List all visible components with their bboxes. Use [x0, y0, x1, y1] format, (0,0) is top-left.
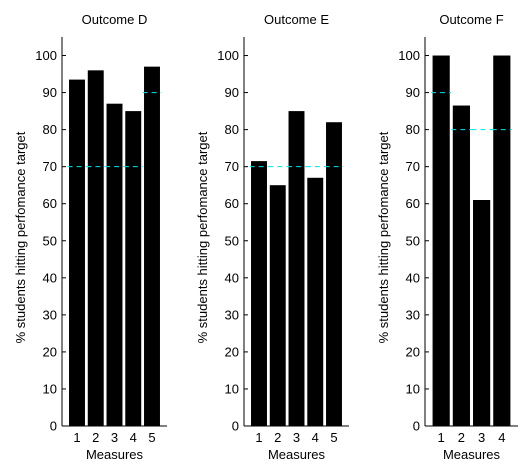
bar-2: [452, 105, 470, 426]
y-tick-label: 50: [406, 233, 420, 248]
y-tick-label: 20: [406, 344, 420, 359]
y-tick-label: 30: [406, 307, 420, 322]
y-tick-label: 100: [217, 48, 239, 63]
y-tick-label: 40: [43, 270, 57, 285]
x-tick-label: 4: [312, 430, 319, 445]
y-tick-label: 90: [43, 85, 57, 100]
bar-1: [251, 161, 267, 427]
y-tick-label: 100: [35, 48, 57, 63]
bar-3: [473, 200, 491, 426]
chart-title: Outcome F: [439, 12, 503, 27]
x-tick-label: 1: [255, 430, 262, 445]
y-tick-label: 10: [225, 381, 239, 396]
x-axis-label: Measures: [86, 447, 144, 462]
chart-title: Outcome E: [264, 12, 329, 27]
bar-4: [125, 111, 142, 426]
bar-2: [269, 185, 286, 426]
y-tick-label: 80: [406, 122, 420, 137]
chart-title: Outcome D: [82, 12, 148, 27]
bar-2: [87, 70, 104, 426]
x-tick-label: 1: [73, 430, 80, 445]
bar-1: [69, 79, 85, 426]
y-tick-label: 10: [406, 381, 420, 396]
y-tick-label: 70: [406, 159, 420, 174]
x-tick-label: 2: [92, 430, 99, 445]
x-axis-label: Measures: [268, 447, 326, 462]
bar-5: [144, 66, 160, 426]
y-tick-label: 70: [43, 159, 57, 174]
y-tick-label: 40: [225, 270, 239, 285]
y-tick-label: 80: [225, 122, 239, 137]
bar-5: [326, 122, 342, 427]
y-tick-label: 20: [43, 344, 57, 359]
y-tick-label: 100: [398, 48, 420, 63]
y-tick-label: 10: [43, 381, 57, 396]
y-tick-label: 60: [406, 196, 420, 211]
y-tick-label: 0: [413, 419, 420, 434]
x-tick-label: 1: [438, 430, 445, 445]
y-tick-label: 0: [232, 419, 239, 434]
chart-panel-3: 0 10 20 30 40 50 60 70 80 90 100 1 2 3 4 Outcome F Measu…: [376, 12, 518, 462]
bar-4: [307, 177, 324, 426]
y-tick-label: 90: [406, 85, 420, 100]
y-tick-label: 60: [43, 196, 57, 211]
y-tick-label: 50: [43, 233, 57, 248]
y-axis-label: % students hitting perfomance target: [195, 131, 210, 343]
x-axis-label: Measures: [443, 447, 501, 462]
y-tick-label: 80: [43, 122, 57, 137]
y-tick-label: 30: [225, 307, 239, 322]
x-tick-label: 3: [293, 430, 300, 445]
y-tick-label: 60: [225, 196, 239, 211]
y-tick-label: 70: [225, 159, 239, 174]
bar-4: [493, 55, 511, 427]
x-tick-label: 4: [498, 430, 505, 445]
x-tick-label: 5: [148, 430, 155, 445]
x-tick-label: 2: [458, 430, 465, 445]
x-tick-label: 2: [274, 430, 281, 445]
x-tick-label: 4: [130, 430, 137, 445]
y-axis-label: % students hitting perfomance target: [13, 131, 28, 343]
y-tick-label: 40: [406, 270, 420, 285]
bar-3: [106, 103, 123, 426]
x-tick-label: 5: [330, 430, 337, 445]
x-tick-label: 3: [111, 430, 118, 445]
chart-panel-1: 0 10 20 30 40 50 60 70 80 90 100 1 2 3 4 5 Outcome D Meas…: [13, 12, 167, 462]
chart-panel-2: 0 10 20 30 40 50 60 70 80 90 100 1 2 3 4 5 Outcome E Meas…: [195, 12, 349, 462]
y-tick-label: 50: [225, 233, 239, 248]
y-tick-label: 90: [225, 85, 239, 100]
y-tick-label: 0: [50, 419, 57, 434]
y-tick-label: 20: [225, 344, 239, 359]
x-tick-label: 3: [478, 430, 485, 445]
y-tick-label: 30: [43, 307, 57, 322]
bar-1: [432, 55, 450, 427]
y-axis-label: % students hitting perfomance target: [376, 131, 391, 343]
bar-3: [288, 111, 305, 426]
